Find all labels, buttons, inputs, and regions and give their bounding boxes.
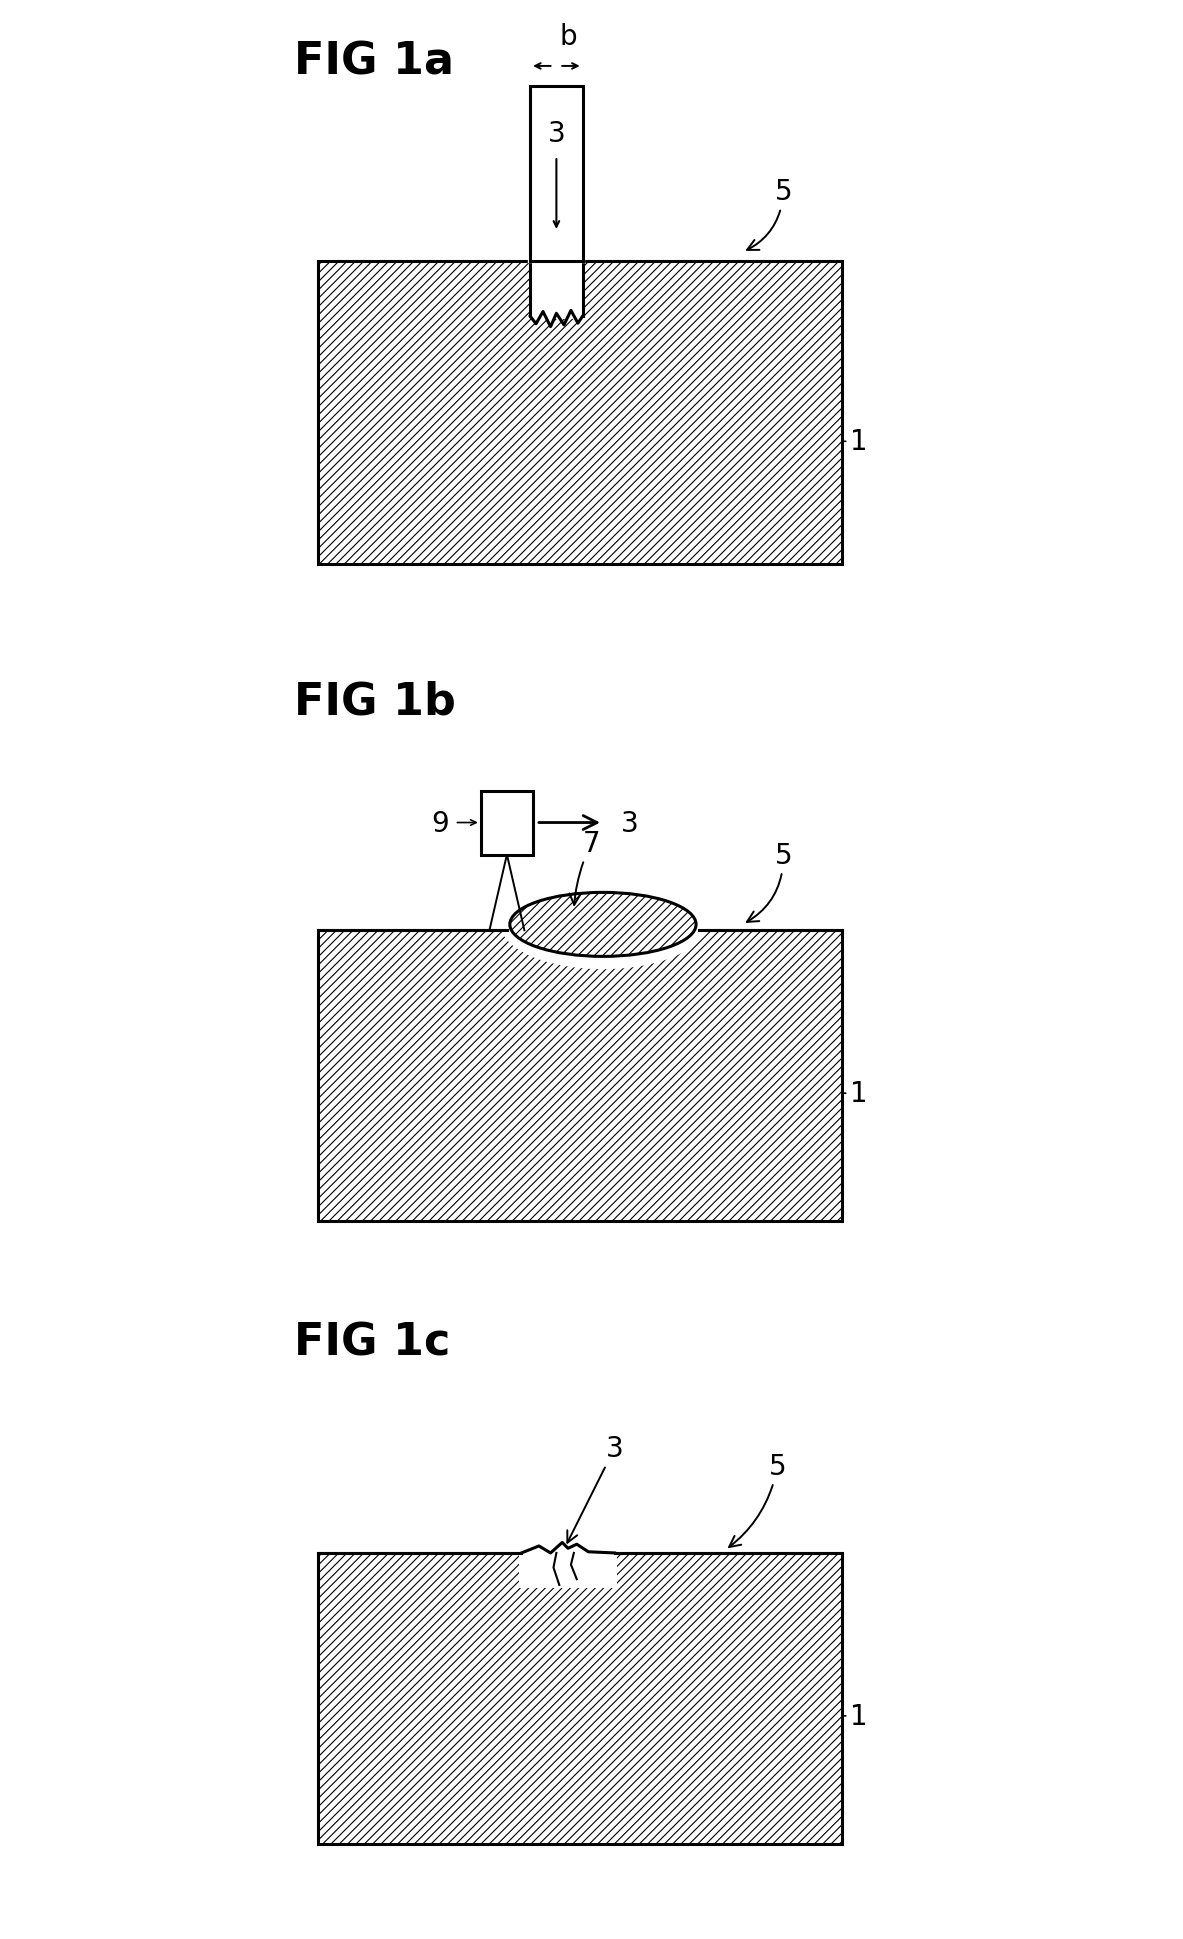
Text: 5: 5 <box>746 842 793 923</box>
Bar <box>530 260 582 320</box>
Bar <box>318 262 841 564</box>
Text: 5: 5 <box>746 178 793 250</box>
Text: 3: 3 <box>548 120 565 147</box>
Bar <box>518 1543 618 1588</box>
Text: 7: 7 <box>569 830 600 906</box>
Text: 1: 1 <box>851 429 868 456</box>
Text: FIG 1c: FIG 1c <box>295 1320 451 1363</box>
Text: 3: 3 <box>568 1435 623 1543</box>
Text: b: b <box>560 23 577 50</box>
Text: FIG 1b: FIG 1b <box>295 681 457 723</box>
Text: 5: 5 <box>729 1452 787 1547</box>
Ellipse shape <box>500 880 705 970</box>
Text: 1: 1 <box>851 1702 868 1730</box>
Text: 9: 9 <box>431 809 448 838</box>
Text: 1: 1 <box>851 1080 868 1107</box>
Bar <box>318 931 841 1222</box>
Text: FIG 1a: FIG 1a <box>295 41 454 83</box>
Bar <box>530 87 582 262</box>
Bar <box>480 791 534 855</box>
Text: 3: 3 <box>620 809 638 838</box>
Bar <box>504 925 702 935</box>
Ellipse shape <box>510 892 696 958</box>
Bar <box>318 1553 841 1844</box>
